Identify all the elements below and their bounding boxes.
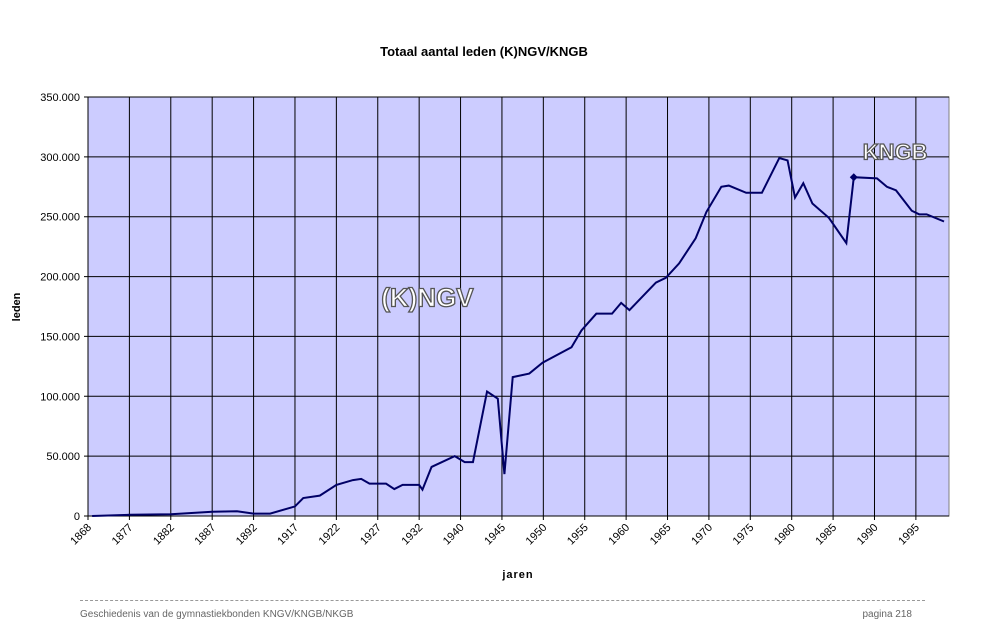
x-tick-label: 1887 [193, 522, 219, 548]
series-annotation: (K)NGV [381, 283, 474, 313]
page-number: pagina 218 [862, 609, 913, 620]
x-tick-label: 1970 [689, 522, 715, 548]
x-tick-label: 1917 [275, 522, 301, 548]
x-tick-label: 1950 [524, 522, 550, 548]
x-tick-label: 1927 [358, 522, 384, 548]
x-tick-label: 1955 [565, 522, 591, 548]
x-tick-label: 1892 [234, 522, 260, 548]
y-tick-label: 150.000 [40, 331, 80, 343]
y-tick-label: 350.000 [40, 92, 80, 104]
x-axis-label: jaren [501, 569, 533, 581]
x-tick-label: 1945 [482, 522, 508, 548]
plot-area [87, 96, 950, 517]
chart-title: Totaal aantal leden (K)NGV/KNGB [380, 44, 588, 59]
y-tick-label: 300.000 [40, 152, 80, 164]
series-annotation: KNGB [863, 139, 928, 164]
x-tick-label: 1877 [110, 522, 136, 548]
x-tick-label: 1868 [68, 522, 94, 548]
x-tick-label: 1882 [151, 522, 177, 548]
x-tick-label: 1965 [648, 522, 674, 548]
x-tick-label: 1932 [399, 522, 425, 548]
y-tick-label: 200.000 [40, 272, 80, 284]
x-tick-label: 1940 [441, 522, 467, 548]
footer-text: Geschiedenis van de gymnastiekbonden KNG… [80, 609, 354, 620]
y-tick-label: 50.000 [46, 451, 80, 463]
x-tick-label: 1985 [813, 522, 839, 548]
x-tick-label: 1980 [772, 522, 798, 548]
x-tick-label: 1960 [606, 522, 632, 548]
y-tick-label: 250.000 [40, 212, 80, 224]
x-tick-label: 1975 [731, 522, 757, 548]
y-tick-label: 0 [74, 511, 80, 523]
footer-divider [80, 600, 925, 601]
y-axis-label: leden [11, 292, 23, 321]
x-tick-label: 1995 [896, 522, 922, 548]
x-tick-label: 1990 [855, 522, 881, 548]
y-tick-label: 100.000 [40, 391, 80, 403]
series-line [92, 156, 945, 517]
x-tick-label: 1922 [317, 522, 343, 548]
kngb-marker [849, 173, 858, 182]
